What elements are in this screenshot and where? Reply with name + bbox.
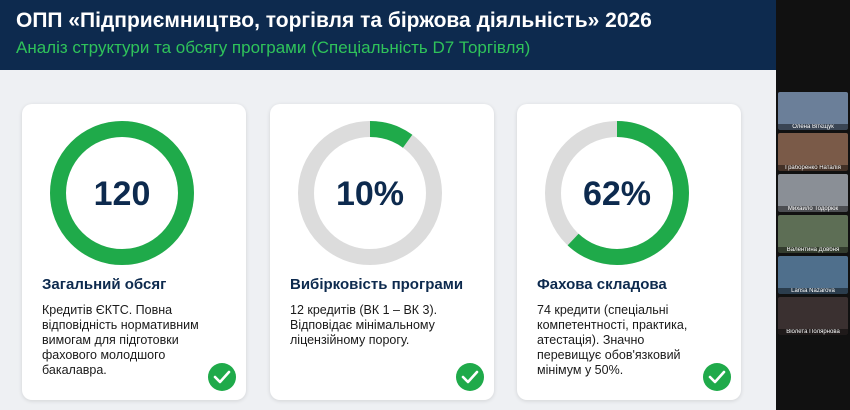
check-icon [213, 370, 231, 384]
slide-title: ОПП «Підприємництво, торгівля та біржова… [16, 9, 652, 32]
participant-name: Олена Вітєщук [778, 124, 848, 130]
check-badge [456, 363, 484, 391]
participant-tile: Валентина Довбня [778, 215, 848, 253]
card-title: Фахова складова [537, 276, 667, 293]
participant-name: Віолета Полярнова [778, 329, 848, 335]
card-graphic: 120 [50, 121, 236, 391]
participant-tile: Larisa Nazarova [778, 256, 848, 294]
ring-arc [50, 121, 194, 265]
card-title: Загальний обсяг [42, 276, 167, 293]
card-description: 12 кредитів (ВК 1 – ВК 3). Відповідає мі… [290, 303, 438, 347]
participant-name: Михайло Тодорюк [778, 206, 848, 212]
card: 10% Вибірковість програми 12 кредитів (ВК … [270, 104, 494, 400]
participant-name: Валентина Довбня [778, 247, 848, 253]
ring-arc [298, 121, 442, 265]
check-icon [461, 370, 479, 384]
participant-name: Larisa Nazarova [778, 288, 848, 294]
ring-value: 10% [336, 175, 404, 213]
participant-tile: Олена Вітєщук [778, 92, 848, 130]
slide-header: ОПП «Підприємництво, торгівля та біржова… [0, 0, 776, 70]
slide: ОПП «Підприємництво, торгівля та біржова… [0, 0, 776, 410]
slide-subtitle: Аналіз структури та обсягу програми (Спе… [16, 38, 531, 57]
card: 62% Фахова складова 74 кредити (спеціальні… [517, 104, 741, 400]
participant-name: Граборенко Наталія [778, 165, 848, 171]
card-graphic: 62% [545, 121, 731, 391]
card-description: Кредитів ЄКТС. Повна відповідність норма… [42, 303, 199, 377]
participant-tile: Віолета Полярнова [778, 297, 848, 335]
ring-arc [545, 121, 689, 265]
card: 120 Загальний обсяг Кредитів ЄКТС. Повна в… [22, 104, 246, 400]
ring-value: 120 [94, 175, 151, 213]
card-description: 74 кредити (спеціальні компетентності, п… [537, 303, 688, 377]
participant-tile: Михайло Тодорюк [778, 174, 848, 212]
check-icon [708, 370, 726, 384]
check-badge [703, 363, 731, 391]
participant-tile: Граборенко Наталія [778, 133, 848, 171]
card-title: Вибірковість програми [290, 276, 464, 293]
card-graphic: 10% [298, 121, 484, 391]
participant-panel: Олена Вітєщук Граборенко Наталія Михайло Т… [776, 0, 850, 410]
check-badge [208, 363, 236, 391]
ring-value: 62% [583, 175, 651, 213]
